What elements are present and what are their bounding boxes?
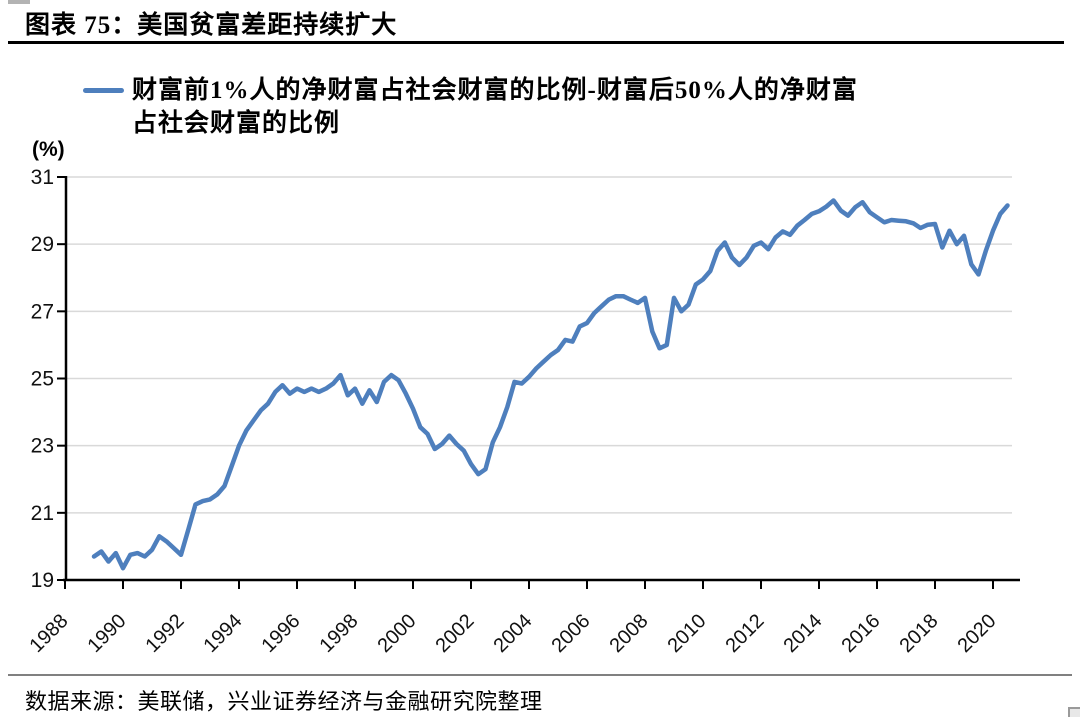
y-tick-label: 21: [31, 502, 54, 525]
title-divider: [8, 41, 1064, 44]
x-tick-label: 2014: [780, 610, 827, 657]
x-tick-label: 2000: [374, 610, 421, 657]
x-tick-label: 2012: [722, 610, 769, 657]
y-tick-label: 31: [31, 166, 54, 189]
x-tick-label: 1998: [316, 610, 363, 657]
x-tick-label: 2020: [954, 610, 1001, 657]
x-tick-label: 2006: [548, 610, 595, 657]
screen-edge-artifact: [8, 0, 30, 4]
x-tick-label: 2018: [896, 610, 943, 657]
x-tick-label: 1992: [142, 610, 189, 657]
x-tick-label: 1996: [258, 610, 305, 657]
x-tick-label: 1988: [26, 610, 73, 657]
y-axis-unit-label: (%): [32, 138, 65, 161]
y-tick-label: 19: [31, 569, 54, 592]
legend-series-label: 财富前1%人的净财富占社会财富的比例-财富后50%人的净财富 占社会财富的比例: [132, 74, 1042, 140]
footer-divider: [8, 674, 1072, 676]
legend-series-label-line1: 财富前1%人的净财富占社会财富的比例-财富后50%人的净财富: [132, 77, 858, 104]
x-tick-label: 1990: [84, 610, 131, 657]
scroll-corner-artifact: [1068, 707, 1080, 717]
legend-series-label-line2: 占社会财富的比例: [132, 110, 341, 137]
legend-line-marker: [83, 88, 124, 93]
y-tick-label: 27: [31, 300, 54, 323]
y-tick-label: 25: [31, 368, 54, 391]
x-tick-label: 2016: [838, 610, 885, 657]
figure-title: 图表 75：美国贫富差距持续扩大: [25, 12, 398, 39]
x-tick-label: 1994: [200, 610, 247, 657]
x-tick-label: 2010: [664, 610, 711, 657]
y-tick-label: 29: [31, 233, 54, 256]
data-source-note: 数据来源：美联储，兴业证券经济与金融研究院整理: [25, 689, 543, 714]
x-tick-label: 2002: [432, 610, 479, 657]
x-tick-label: 2008: [606, 610, 653, 657]
x-tick-label: 2004: [490, 610, 537, 657]
y-tick-label: 23: [31, 435, 54, 458]
wealth-gap-series-line: [91, 198, 1010, 571]
